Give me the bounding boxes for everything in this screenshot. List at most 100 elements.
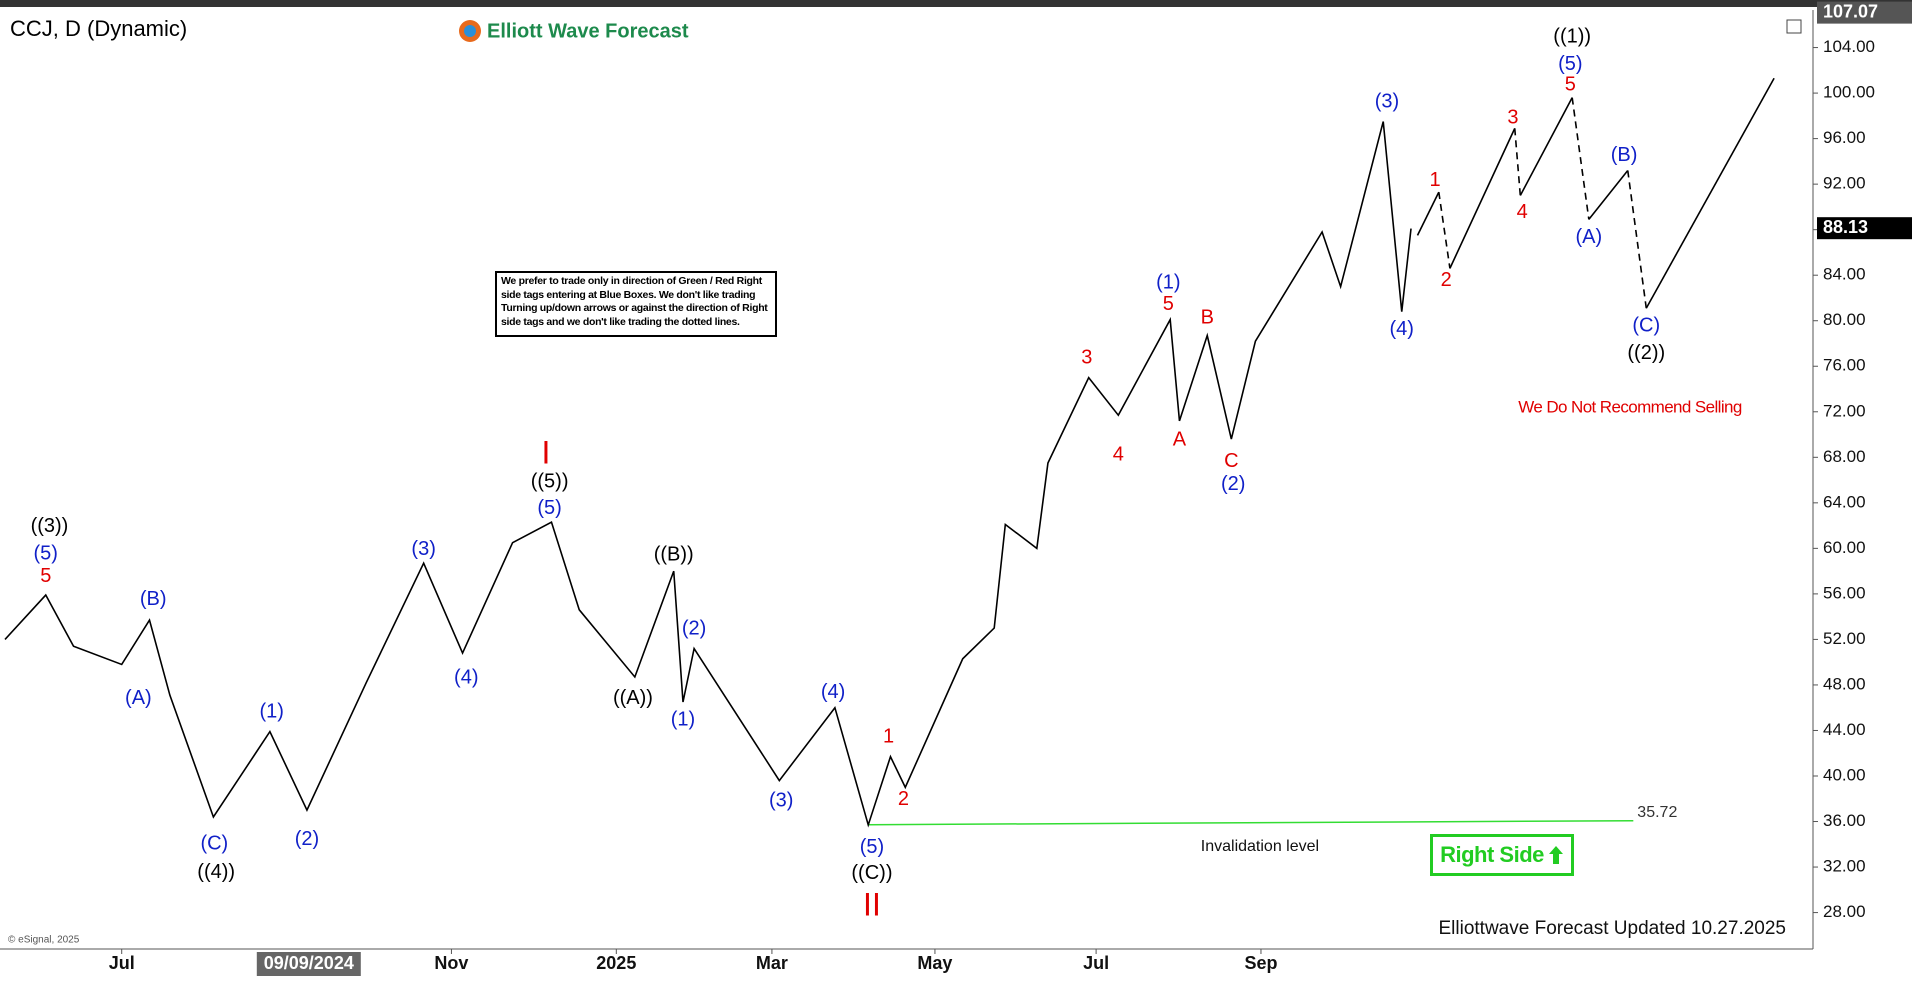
y-tick-label: 104.00 [1823, 37, 1875, 56]
y-tick-label: 52.00 [1823, 629, 1866, 648]
cursor-date-bg [256, 952, 361, 976]
wave-label: 5 [1565, 73, 1576, 95]
wave-label: (4) [821, 681, 845, 703]
projection-segment [1626, 170, 1648, 309]
wave-label: I [541, 434, 550, 470]
last-price-bg [1817, 217, 1912, 240]
last-price-label: 88.13 [1823, 217, 1868, 237]
wave-label: (5) [537, 497, 561, 519]
wave-label: 1 [1430, 169, 1441, 191]
up-arrow-icon [1548, 846, 1563, 864]
y-tick-label: 36.00 [1823, 811, 1866, 830]
high-price-label: 107.07 [1823, 1, 1878, 21]
wave-label: A [1173, 429, 1187, 451]
wave-label: ((3)) [31, 515, 69, 537]
x-tick-label: Jul [1083, 953, 1109, 973]
wave-label: (C) [1632, 315, 1660, 337]
projection-segment [1645, 77, 1775, 309]
wave-label: ((2)) [1627, 342, 1665, 364]
y-tick-label: 40.00 [1823, 765, 1866, 784]
wave-label: II [863, 886, 881, 922]
wave-label: ((4)) [197, 861, 235, 883]
logo-icon-inner [464, 25, 476, 37]
wave-label: (2) [682, 617, 706, 639]
y-tick-label: 48.00 [1823, 674, 1866, 693]
logo-text: Elliott Wave Forecast [487, 20, 689, 42]
wave-label: (3) [1375, 90, 1399, 112]
wave-label: (3) [411, 538, 435, 560]
y-tick-label: 64.00 [1823, 492, 1866, 511]
wave-label: (5) [1558, 53, 1582, 75]
wave-label: 4 [1113, 443, 1124, 465]
wave-label: (2) [1221, 473, 1245, 495]
wave-label: (A) [1576, 226, 1603, 248]
y-tick-label: 68.00 [1823, 447, 1866, 466]
y-tick-label: 28.00 [1823, 902, 1866, 921]
projection-segment [1519, 97, 1573, 196]
y-tick-label: 84.00 [1823, 265, 1866, 284]
wave-label: (4) [1390, 318, 1414, 340]
wave-label: (2) [295, 828, 319, 850]
wave-label: (3) [769, 789, 793, 811]
wave-label: 5 [1163, 293, 1174, 315]
wave-label: 4 [1517, 201, 1528, 223]
y-tick-label: 92.00 [1823, 174, 1866, 193]
projection-segment [1416, 191, 1440, 236]
right-side-tag: Right Side [1430, 834, 1574, 876]
wave-label: 2 [898, 788, 909, 810]
high-price-bg [1817, 1, 1912, 24]
x-tick-label: Mar [756, 953, 788, 973]
invalidation-line [868, 819, 1634, 826]
wave-label: (B) [1611, 144, 1638, 166]
wave-label: (1) [260, 701, 284, 723]
x-tick-label: Jul [109, 953, 135, 973]
projection-segment [1571, 97, 1590, 220]
wave-label: B [1201, 307, 1214, 329]
wave-label: 3 [1081, 347, 1092, 369]
disclaimer-box: We prefer to trade only in direction of … [495, 271, 777, 337]
wave-label: (4) [454, 666, 478, 688]
wave-label: ((B)) [654, 543, 694, 565]
wave-label: (1) [1156, 271, 1180, 293]
projection-segment [1438, 191, 1451, 269]
projection-segment [1513, 128, 1522, 196]
wave-label: 2 [1441, 269, 1452, 291]
logo: Elliott Wave Forecast [459, 20, 689, 42]
y-tick-label: 96.00 [1823, 128, 1866, 147]
wave-label: ((C)) [851, 862, 892, 884]
wave-label: ((5)) [531, 471, 569, 493]
y-tick-label: 100.00 [1823, 83, 1875, 102]
price-line [4, 121, 1412, 828]
wave-label: (A) [125, 687, 152, 709]
window-icon[interactable] [1786, 19, 1802, 34]
projection-segment [1588, 169, 1629, 220]
wave-label: ((A)) [613, 687, 653, 709]
x-tick-label: May [917, 953, 952, 973]
y-tick-label: 80.00 [1823, 310, 1866, 329]
wave-label: (C) [200, 833, 228, 855]
invalidation-label: Invalidation level [1201, 838, 1319, 855]
wave-label: C [1224, 450, 1238, 472]
wave-label: ((1)) [1553, 26, 1591, 48]
right-side-text: Right Side [1440, 842, 1544, 867]
wave-label: 3 [1507, 106, 1518, 128]
notice: We Do Not Recommend Selling [1518, 397, 1742, 416]
wave-label: (5) [34, 542, 58, 564]
top-bar [0, 0, 1912, 7]
plot-area: 28.00 32.00 36.00 40.00 44.00 48.00 52.00 56.00… [4, 1, 1912, 976]
y-tick-label: 32.00 [1823, 857, 1866, 876]
wave-label: (1) [671, 709, 695, 731]
y-tick-label: 56.00 [1823, 583, 1866, 602]
y-tick-label: 72.00 [1823, 401, 1866, 420]
y-tick-label: 60.00 [1823, 538, 1866, 557]
projection-segment [1449, 128, 1516, 269]
copyright: © eSignal, 2025 [8, 935, 80, 946]
wave-label: (5) [860, 836, 884, 858]
y-tick-label: 44.00 [1823, 720, 1866, 739]
wave-label: 1 [883, 726, 894, 748]
wave-label: (B) [140, 588, 167, 610]
x-tick-label: Nov [434, 953, 468, 973]
invalidation-value: 35.72 [1637, 804, 1677, 821]
y-tick-label: 76.00 [1823, 356, 1866, 375]
